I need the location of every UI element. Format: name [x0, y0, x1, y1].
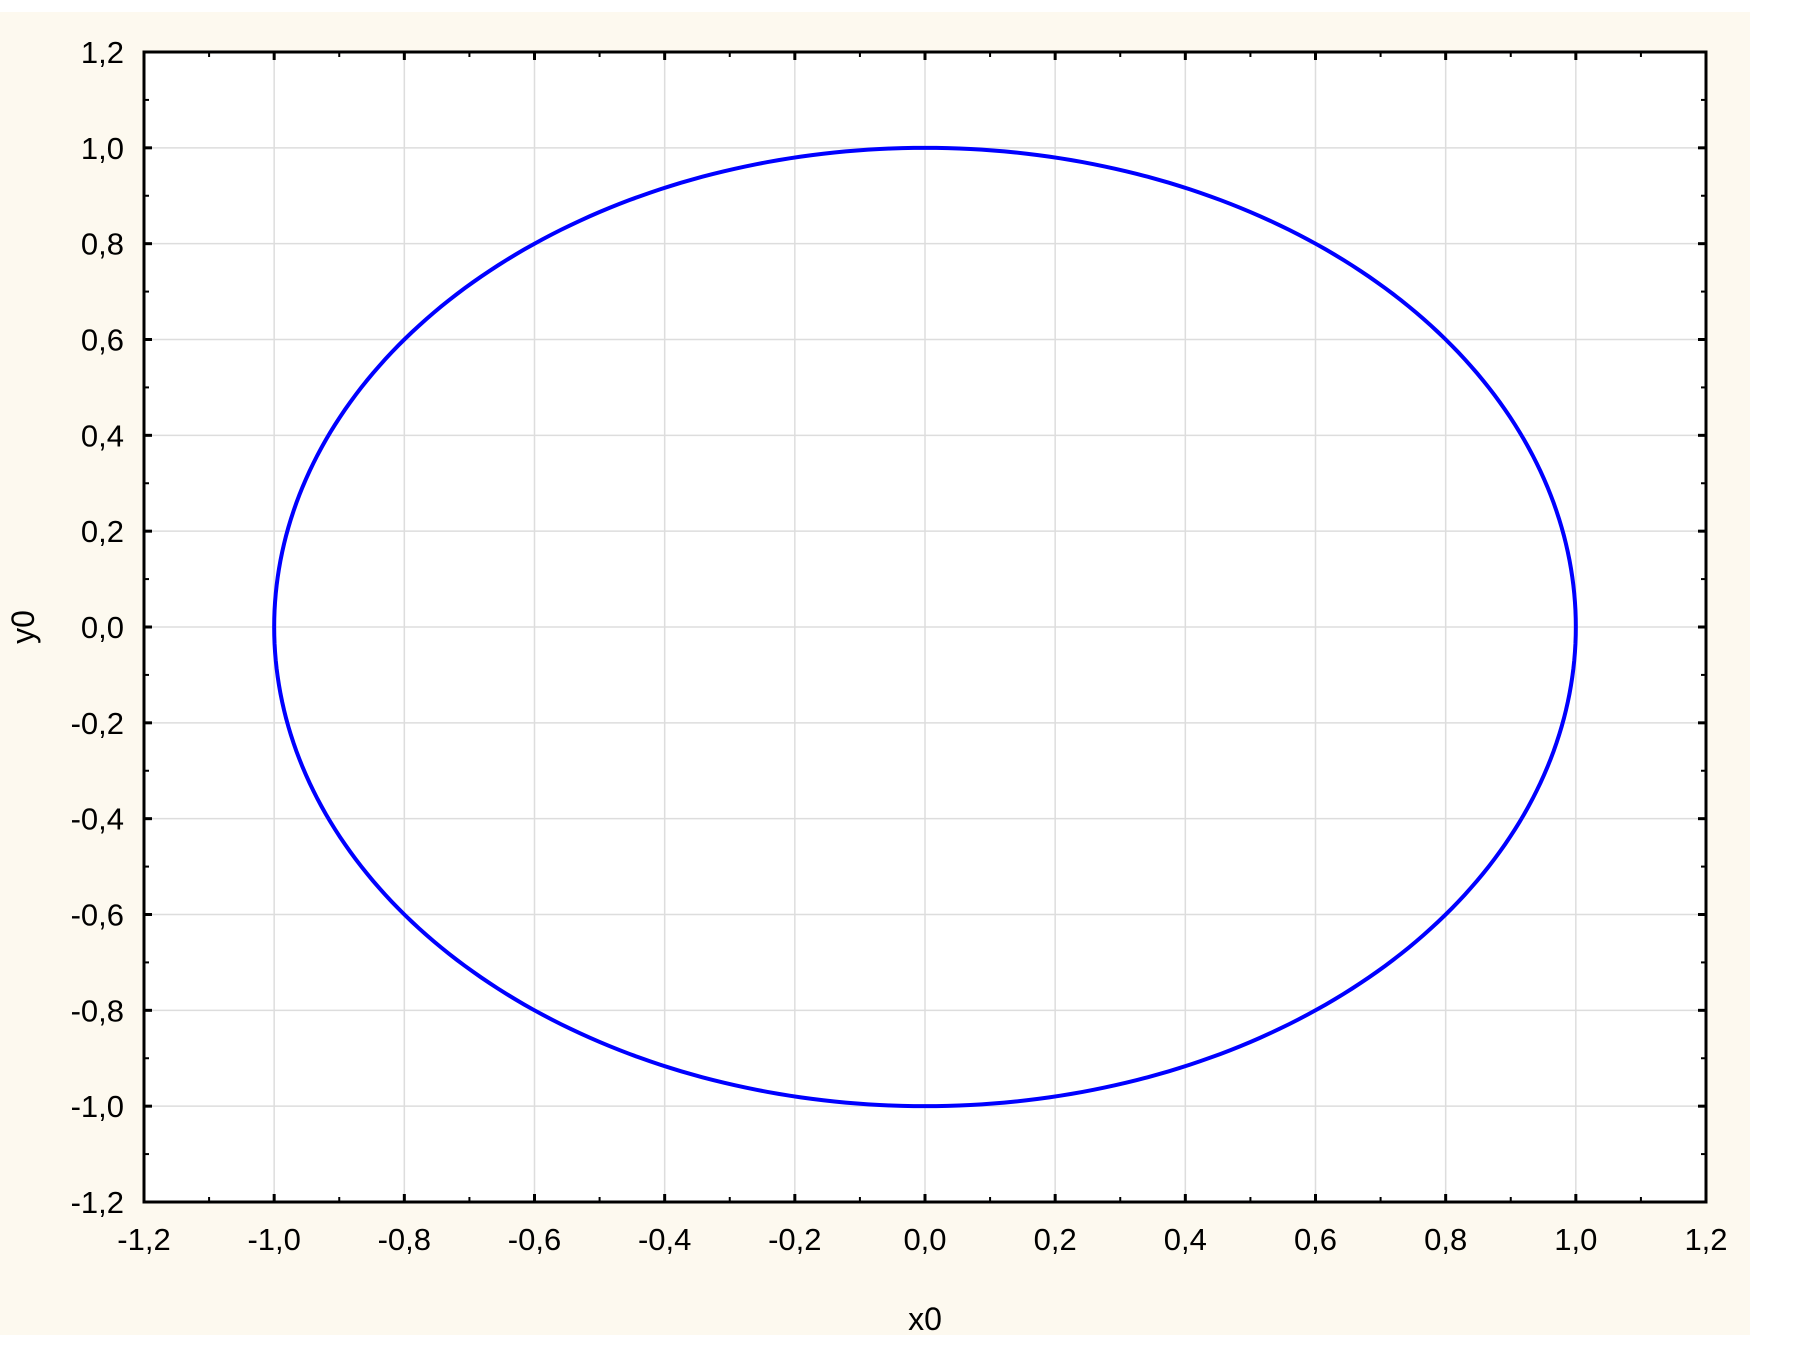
y-tick-label: -0,4: [71, 802, 124, 837]
x-tick-label: 1,2: [1684, 1222, 1727, 1257]
x-tick-label: -0,2: [768, 1222, 821, 1257]
y-tick-label: -0,2: [71, 706, 124, 741]
x-tick-label: 0,0: [903, 1222, 946, 1257]
y-tick-label: -0,8: [71, 993, 124, 1028]
x-axis-label: x0: [908, 1301, 942, 1337]
y-tick-label: -1,0: [71, 1089, 124, 1124]
x-tick-label: -0,4: [638, 1222, 691, 1257]
x-tick-label: -1,0: [247, 1222, 300, 1257]
y-tick-labels: 1,2 1,0 0,8 0,6 0,4 0,2 0,0 -0,2 -0,4 -0,6 -0,8 -1,…: [71, 35, 124, 1220]
x-tick-label: 0,4: [1164, 1222, 1207, 1257]
y-tick-label: -1,2: [71, 1185, 124, 1220]
y-tick-label: 0,2: [81, 514, 124, 549]
y-tick-label: 0,0: [81, 610, 124, 645]
y-tick-label: 1,2: [81, 35, 124, 70]
x-tick-label: 0,6: [1294, 1222, 1337, 1257]
x-tick-label: -1,2: [117, 1222, 170, 1257]
y-tick-label: 0,6: [81, 323, 124, 358]
x-tick-label: 0,8: [1424, 1222, 1467, 1257]
x-tick-labels: -1,2 -1,0 -0,8 -0,6 -0,4 -0,2 0,0 0,2 0,4 0,6 0,8 1…: [117, 1222, 1727, 1257]
y-tick-label: -0,6: [71, 898, 124, 933]
y-tick-label: 1,0: [81, 131, 124, 166]
plot-frame: [142, 50, 1708, 1204]
y-tick-label: 0,8: [81, 227, 124, 262]
series-ellipse: [272, 145, 1578, 1109]
x-tick-label: -0,8: [378, 1222, 431, 1257]
x-tick-label: 0,2: [1034, 1222, 1077, 1257]
x-tick-label: 1,0: [1554, 1222, 1597, 1257]
x-tick-label: -0,6: [508, 1222, 561, 1257]
y-tick-label: 0,4: [81, 418, 124, 453]
y-axis-label: y0: [5, 610, 41, 644]
